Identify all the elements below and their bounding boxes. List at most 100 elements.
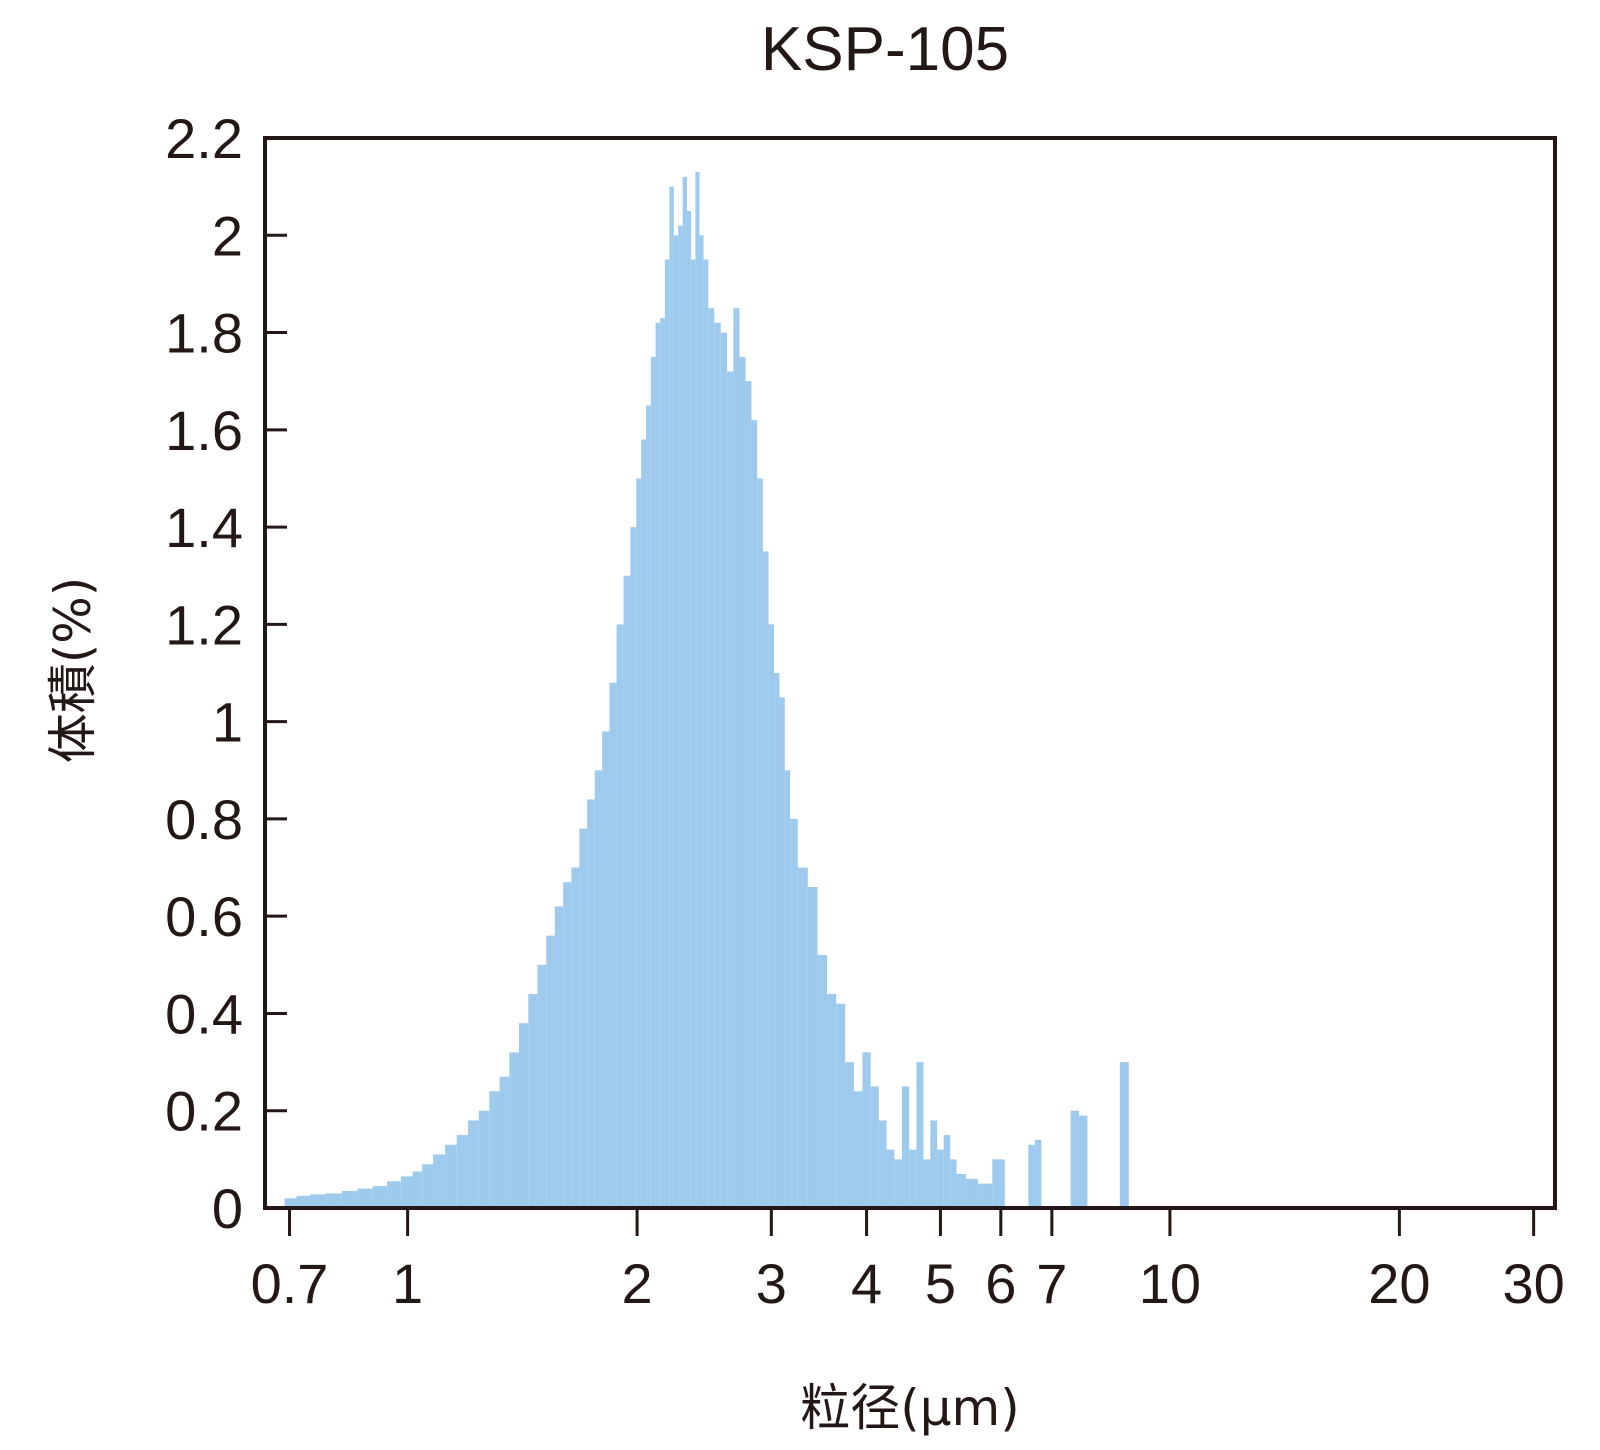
histogram-bar [630,527,637,1208]
y-tick-label: 1 [212,691,243,754]
histogram-bar [478,1110,490,1208]
x-tick-label: 0.7 [251,1252,329,1315]
histogram-bar [509,1052,519,1208]
histogram-bar [422,1164,434,1208]
histogram-bar [817,955,828,1208]
histogram-bar [433,1154,446,1208]
histogram-bar [456,1135,468,1208]
histogram-bar [827,994,837,1208]
histogram-bar [956,1173,966,1208]
histogram-bar [641,439,647,1208]
y-axis-label: 体積(%) [44,577,102,764]
histogram-bar [739,356,746,1208]
histogram-bar [923,1159,931,1208]
histogram-bar [965,1178,978,1208]
histogram-bar [537,964,547,1208]
x-tick-label: 6 [985,1252,1016,1315]
y-tick-label: 1.6 [165,399,243,462]
histogram-bar [992,1159,1005,1208]
histogram-bar [563,882,572,1208]
histogram-bar [703,259,709,1209]
histogram-bar [977,1183,993,1208]
y-tick-label: 0.8 [165,788,243,851]
histogram-bar [797,867,808,1208]
x-axis-label: 粒径(μm) [800,1379,1020,1437]
x-tick-label: 30 [1502,1252,1564,1315]
histogram-bar [400,1176,413,1208]
histogram-bar [554,906,564,1208]
x-tick-label: 7 [1036,1252,1067,1315]
plot-frame [263,136,1557,1210]
histogram-bar [943,1135,951,1208]
histogram-bar [546,935,555,1208]
y-tick-label: 1.8 [165,302,243,365]
histogram-bar [646,405,651,1208]
x-tick-label: 20 [1368,1252,1430,1315]
histogram-bar [594,770,603,1208]
x-tick-label: 4 [851,1252,882,1315]
histogram-bar [655,322,661,1208]
histogram-bar [673,235,679,1208]
histogram-bar [571,867,580,1208]
histogram-bar [489,1091,500,1208]
histogram-bar [790,818,798,1208]
y-tick-label: 1.4 [165,496,243,559]
histogram-bar [518,1023,529,1208]
histogram-bar [1028,1144,1035,1208]
chart-title: KSP-105 [761,15,1009,84]
histogram-bar [699,235,704,1208]
histogram-bar [341,1190,358,1208]
histogram-bar [587,799,595,1208]
bars [284,172,1129,1209]
histogram-bar [691,259,696,1209]
histogram-bar [445,1144,457,1208]
histogram-bar [894,1159,902,1208]
histogram-bar [845,1062,854,1208]
histogram-bar [862,1052,871,1208]
histogram-bar [751,420,758,1209]
x-tick-label: 2 [622,1252,653,1315]
histogram-bar [357,1188,373,1208]
y-tick-label: 0.6 [165,885,243,948]
y-axis: 0 0.2 0.4 0.6 0.8 1 1.2 1.4 1.6 1.8 2 2.2 [165,107,287,1240]
histogram-bar [708,308,715,1209]
histogram-bar [664,259,670,1209]
histogram-bar [1119,1062,1129,1208]
histogram-bar [878,1120,887,1208]
histogram-bar [714,322,721,1208]
x-tick-label: 10 [1139,1252,1201,1315]
histogram-bar [757,478,763,1208]
y-tick-label: 0.2 [165,1080,243,1143]
histogram-bar [745,381,752,1208]
histogram-bar [695,172,700,1208]
histogram-bar [636,478,642,1208]
histogram-bar [623,575,631,1208]
histogram-bar [467,1120,479,1208]
histogram-bar [733,308,740,1209]
histogram-bar [296,1195,311,1208]
histogram-bar [1070,1110,1080,1208]
histogram-bar [1079,1115,1088,1208]
histogram-bar [727,371,734,1208]
histogram-bar [602,731,610,1208]
x-tick-label: 5 [925,1252,956,1315]
histogram-bar [916,1062,924,1208]
histogram-bar [372,1186,388,1208]
x-tick-label: 1 [392,1252,423,1315]
histogram-bar [579,828,588,1208]
histogram-bar [870,1086,879,1208]
histogram-bar [499,1076,510,1208]
histogram-bar [528,994,538,1208]
histogram-bar [682,176,687,1208]
histogram-bar [325,1193,342,1208]
histogram-bar [686,210,692,1208]
histogram-bar [762,551,769,1208]
histogram-bar [836,1003,846,1208]
histogram-bar [784,770,791,1208]
y-tick-label: 0 [212,1177,243,1240]
histogram-bar [1034,1139,1042,1208]
histogram-bar [886,1149,895,1208]
histogram-bar [774,673,780,1208]
histogram-bar [669,186,674,1208]
